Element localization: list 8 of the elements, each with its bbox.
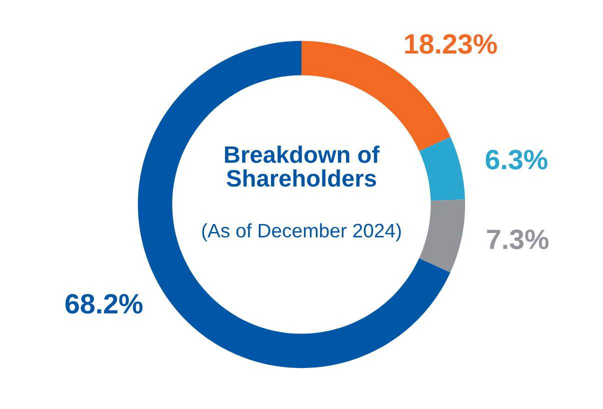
text: (As of December 2024) [202,223,401,242]
text: Breakdown of Shareholders [225,146,380,187]
data-label: 68.2% [65,294,142,314]
donut-slice [419,200,466,272]
data-label: 6.3% [486,150,548,170]
data-label: 18.23% [405,34,497,54]
data-label: 7.3% [487,230,548,250]
donut-slice [419,136,466,201]
